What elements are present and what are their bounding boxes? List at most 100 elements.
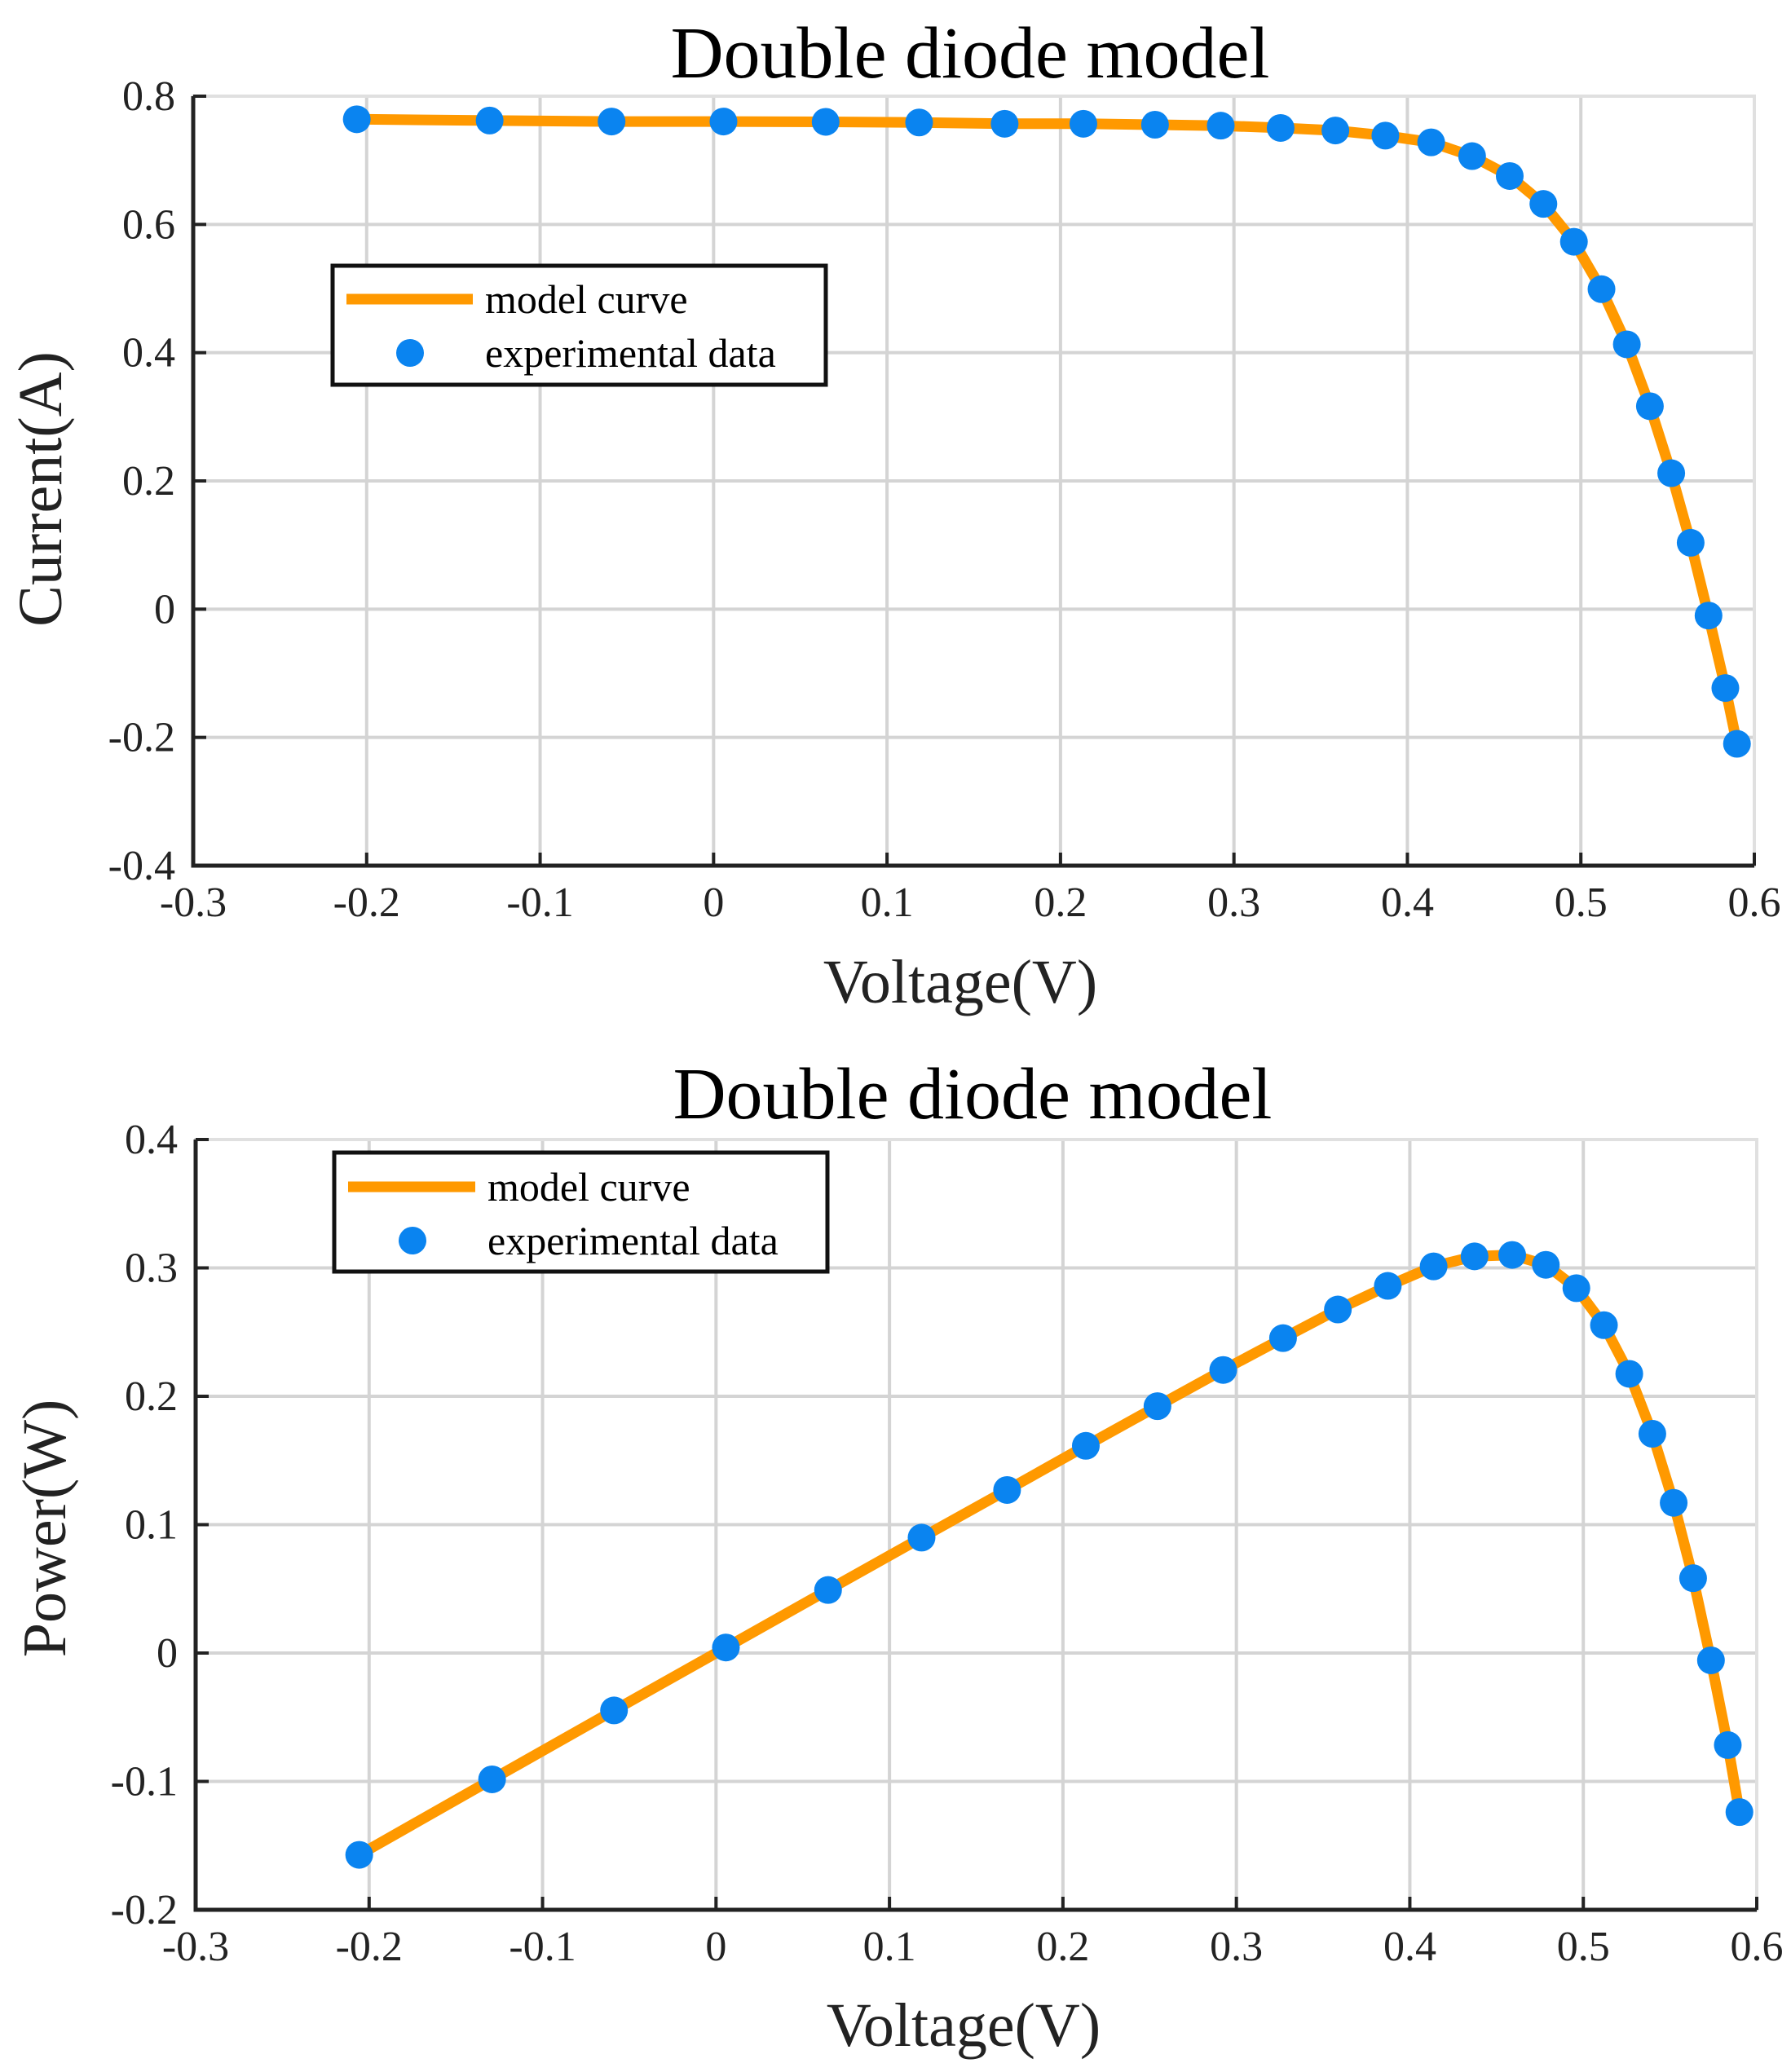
y-tick-label: 0.8 [122, 73, 175, 120]
grid [192, 95, 1756, 867]
x-tick-label: -0.3 [162, 1924, 229, 1970]
data-point [1209, 1356, 1237, 1384]
x-tick-label: 0.2 [1036, 1924, 1089, 1970]
data-point [709, 108, 738, 136]
x-tick-label: 0.1 [863, 1924, 916, 1970]
data-point [990, 109, 1019, 138]
data-point [993, 1475, 1021, 1504]
x-tick-label: 0.4 [1383, 1924, 1436, 1970]
data-point [1657, 459, 1686, 487]
data-point [1638, 1419, 1666, 1448]
experimental-data-points [345, 1241, 1754, 1869]
data-point [1498, 1241, 1526, 1269]
data-point [1371, 121, 1400, 150]
legend: model curve experimental data [332, 1150, 830, 1274]
x-tick-label: -0.2 [333, 879, 400, 926]
x-tick-label: 0.3 [1210, 1924, 1263, 1970]
current-voltage-panel: Double diode model -0.3 -0.2 -0.1 0 0.1 … [7, 13, 1781, 1016]
data-point [1679, 1564, 1707, 1593]
data-point [1495, 161, 1524, 190]
data-point [1559, 227, 1588, 256]
data-point [1374, 1272, 1402, 1300]
data-point [1696, 1646, 1725, 1674]
legend-label-model-curve: model curve [485, 276, 688, 322]
experimental-data-points [342, 105, 1751, 758]
y-tick-label: 0.4 [122, 330, 175, 377]
data-point [1587, 275, 1616, 303]
data-point [1143, 1392, 1171, 1421]
data-point [1069, 109, 1097, 138]
x-tick-label: -0.2 [336, 1924, 403, 1970]
model-curve-line [354, 1250, 1745, 1861]
data-point [712, 1633, 740, 1662]
data-point [1458, 142, 1486, 170]
y-tick-label: 0.2 [125, 1373, 178, 1420]
data-point [598, 108, 626, 136]
y-tick-label: 0 [157, 1630, 178, 1677]
axes [191, 95, 1756, 868]
data-point [478, 1765, 506, 1793]
legend: model curve experimental data [330, 263, 828, 387]
x-tick-labels: -0.3 -0.2 -0.1 0 0.1 0.2 0.3 0.4 0.5 0.6 [162, 1924, 1784, 1970]
data-point [1529, 190, 1558, 218]
data-point [1206, 112, 1235, 140]
x-tick-label: 0 [703, 879, 724, 926]
y-tick-label: 0.6 [122, 201, 175, 248]
y-tick-label: 0.2 [122, 458, 175, 505]
x-tick-label: -0.3 [160, 879, 227, 926]
x-tick-label: 0.2 [1034, 879, 1087, 926]
data-point [600, 1696, 629, 1725]
data-point [1562, 1274, 1590, 1303]
x-tick-label: -0.1 [506, 879, 573, 926]
y-tick-label: 0 [154, 586, 175, 633]
y-tick-label: -0.1 [111, 1759, 178, 1805]
legend-point-swatch [396, 339, 424, 367]
y-tick-label: -0.2 [108, 715, 175, 761]
x-tick-label: 0.4 [1381, 879, 1434, 926]
data-point [1723, 730, 1751, 758]
data-point [1615, 1360, 1643, 1388]
data-point [1612, 330, 1641, 359]
data-point [811, 108, 840, 136]
data-point [814, 1576, 842, 1604]
chart-title: Double diode model [671, 13, 1270, 94]
data-point [1268, 1324, 1297, 1352]
data-point [1676, 528, 1705, 557]
data-point [1635, 392, 1664, 421]
y-tick-label: 0.4 [125, 1117, 178, 1163]
data-point [1460, 1242, 1489, 1271]
y-tick-labels: -0.4 -0.2 0 0.2 0.4 0.6 0.8 [108, 73, 175, 889]
data-point [907, 1523, 936, 1552]
data-point [1725, 1798, 1754, 1827]
x-tick-label: 0.1 [861, 879, 914, 926]
data-point [1714, 1730, 1742, 1759]
data-point [1417, 128, 1445, 157]
y-tick-label: 0.1 [125, 1502, 178, 1549]
data-point [1590, 1311, 1618, 1339]
y-tick-label: -0.4 [108, 843, 175, 889]
axes [193, 1138, 1758, 1912]
data-point [1694, 602, 1723, 630]
legend-label-experimental-data: experimental data [487, 1218, 779, 1263]
data-point [1660, 1488, 1688, 1517]
y-tick-label: -0.2 [111, 1887, 178, 1933]
model-curve-line [351, 113, 1743, 749]
y-tick-label: 0.3 [125, 1245, 178, 1292]
data-point [1071, 1431, 1100, 1460]
data-point [342, 105, 371, 134]
data-point [1321, 117, 1350, 145]
data-point [1266, 113, 1295, 142]
chart-title: Double diode model [673, 1054, 1273, 1135]
x-tick-label: 0.6 [1731, 1924, 1784, 1970]
x-axis-label: Voltage(V) [823, 948, 1097, 1016]
x-tick-labels: -0.3 -0.2 -0.1 0 0.1 0.2 0.3 0.4 0.5 0.6 [160, 879, 1781, 926]
y-tick-labels: -0.2 -0.1 0 0.1 0.2 0.3 0.4 [111, 1117, 178, 1933]
power-voltage-panel: Double diode model -0.3 -0.2 -0.1 0 0.1 … [11, 1054, 1784, 2060]
legend-label-experimental-data: experimental data [485, 330, 776, 376]
y-axis-label: Power(W) [11, 1400, 79, 1658]
data-point [1419, 1252, 1448, 1281]
x-tick-label: 0.6 [1728, 879, 1781, 926]
x-axis-label: Voltage(V) [827, 1991, 1101, 2060]
y-axis-label: Current(A) [7, 351, 75, 627]
